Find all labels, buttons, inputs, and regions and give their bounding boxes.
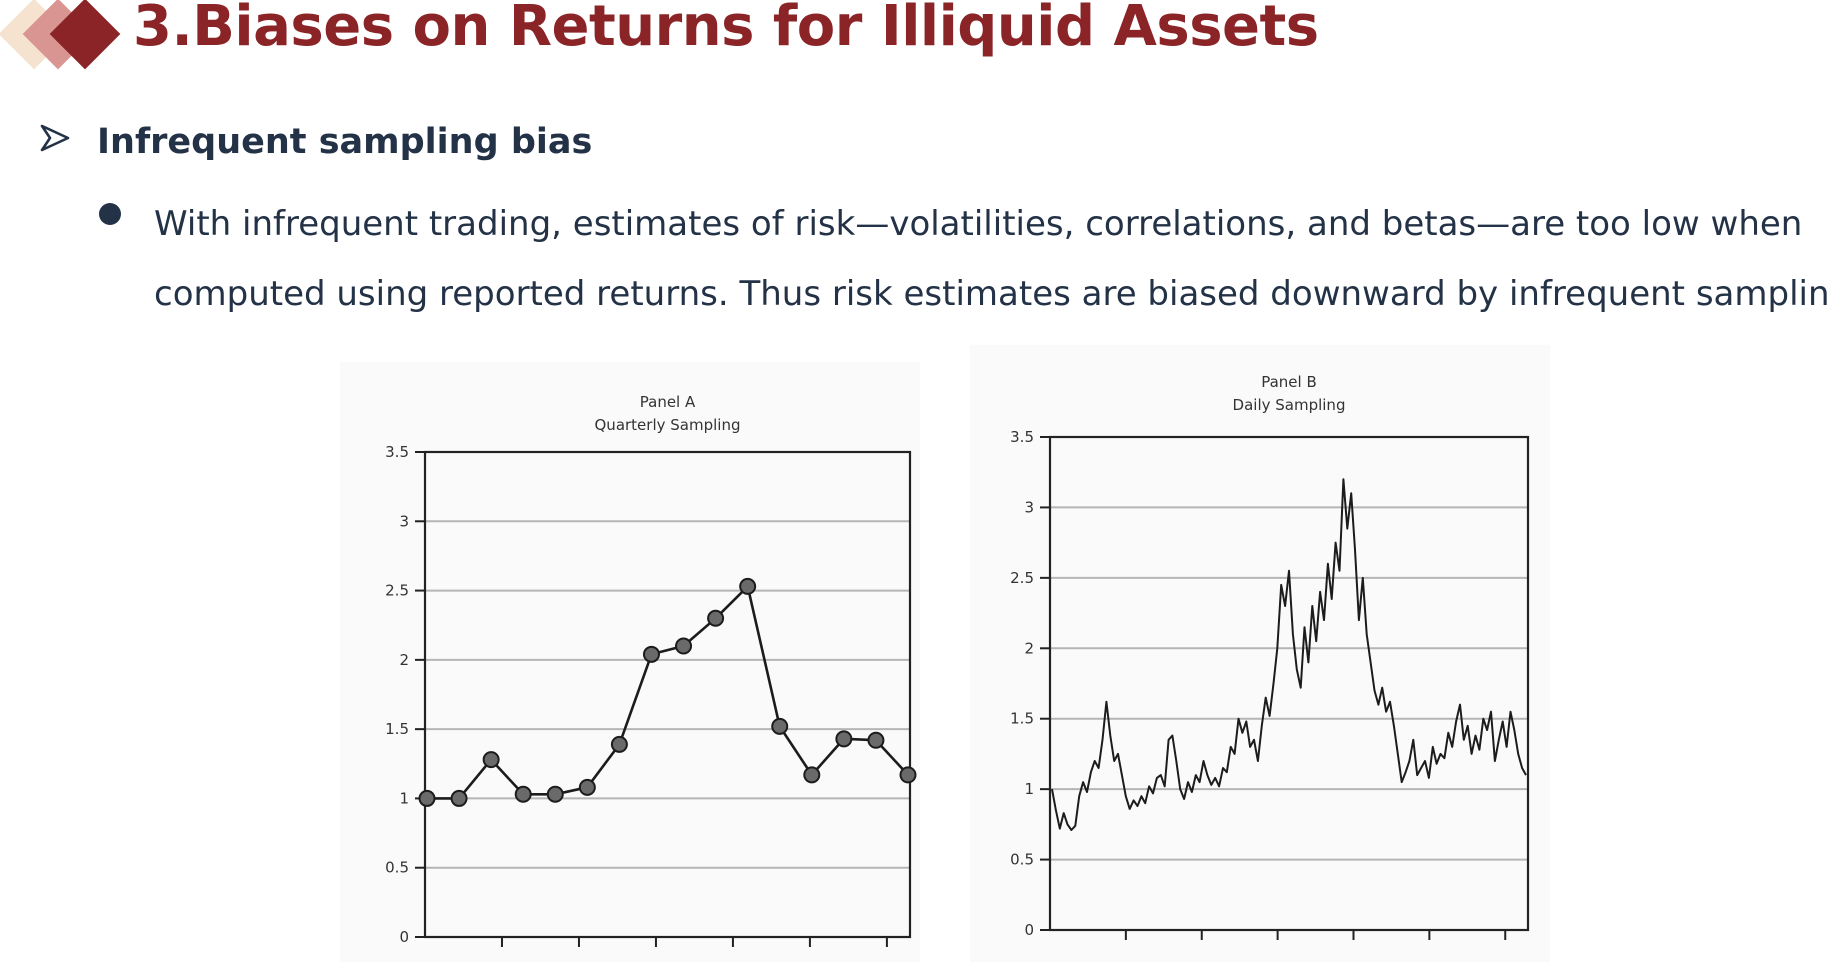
panel-b-ytick-label: 3 [1024, 498, 1034, 516]
panel-b-title: Panel B [1261, 373, 1317, 391]
panel-a-data-point [514, 785, 532, 803]
panel-a-data-point [450, 789, 468, 807]
panel-a-data-point [610, 735, 628, 753]
bullet-heading: Infrequent sampling bias [97, 122, 593, 162]
panel-a-data-point [771, 717, 789, 735]
panel-b-ytick-label: 1.5 [1010, 710, 1034, 728]
panel-a-data-point [867, 731, 885, 749]
panel-a-subtitle: Quarterly Sampling [595, 416, 741, 434]
panel-b-ytick-label: 2 [1024, 639, 1034, 657]
panel-a-ytick-label: 1.5 [385, 720, 409, 738]
panel-a-ytick-label: 3.5 [385, 443, 409, 461]
panel-a-data-point [899, 766, 917, 784]
panel-b-ytick-label: 2.5 [1010, 569, 1034, 587]
panel-a-ytick-label: 0.5 [385, 859, 409, 877]
arrow-bullet-icon [40, 124, 70, 152]
dot-bullet-icon [99, 203, 121, 225]
panel-a-ytick-label: 2 [399, 651, 409, 669]
panel-a-data-point [482, 751, 500, 769]
panel-a-data-point [739, 577, 757, 595]
panel-a-data-point [835, 730, 853, 748]
panel-a-series-line [427, 585, 909, 800]
panel-a-chart: Panel A Quarterly Sampling 0 0.5 1 1.5 2 2.5 3 3.… [340, 362, 920, 962]
panel-a-ytick-label: 0 [399, 928, 409, 946]
panel-b-chart: Panel B Daily Sampling 0 0.5 1 1.5 2 2.5 3 3.5 [970, 345, 1550, 962]
panel-a-data-point [803, 766, 821, 784]
panel-a-ytick-label: 3 [399, 512, 409, 530]
paragraph-line-2: computed using reported returns. Thus ri… [154, 274, 1830, 314]
panel-a-title: Panel A [640, 393, 696, 411]
panel-b-ytick-label: 0.5 [1010, 851, 1034, 869]
panel-a-data-point [642, 645, 660, 663]
panel-a-data-point [578, 778, 596, 796]
panel-a-data-point [707, 609, 725, 627]
panel-b-ytick-label: 0 [1024, 921, 1034, 939]
panel-a-data-point [546, 785, 564, 803]
panel-b-ytick-label: 3.5 [1010, 428, 1034, 446]
panel-b-frame [1048, 435, 1530, 932]
panel-a-ytick-label: 1 [399, 789, 409, 807]
panel-a-data-point [418, 789, 436, 807]
panel-a-background [340, 362, 920, 962]
panel-a-data-point [675, 637, 693, 655]
panel-b-subtitle: Daily Sampling [1233, 396, 1346, 414]
panel-a-ytick-label: 2.5 [385, 582, 409, 600]
panel-a-frame [423, 450, 912, 939]
panel-b-ytick-label: 1 [1024, 780, 1034, 798]
slide-title: 3.Biases on Returns for Illiquid Assets [133, 0, 1319, 59]
logo-diamonds-icon [0, 0, 121, 70]
panel-b-series-line [1051, 478, 1527, 831]
paragraph-line-1: With infrequent trading, estimates of ri… [154, 204, 1803, 244]
bullet-paragraph: With infrequent trading, estimates of ri… [154, 189, 1830, 329]
